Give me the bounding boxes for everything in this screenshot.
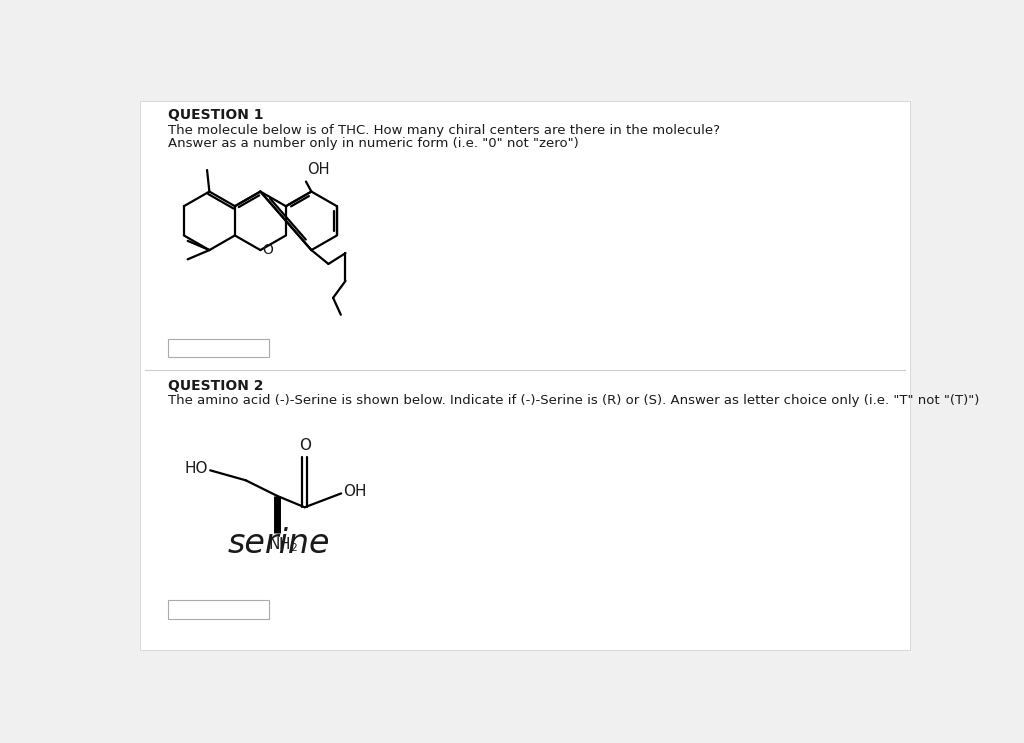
FancyBboxPatch shape — [168, 600, 269, 619]
Text: QUESTION 1: QUESTION 1 — [168, 108, 264, 123]
Text: QUESTION 2: QUESTION 2 — [168, 380, 264, 394]
Text: O: O — [299, 438, 310, 453]
Text: OH: OH — [343, 484, 367, 499]
Text: HO: HO — [184, 461, 208, 476]
FancyBboxPatch shape — [139, 101, 910, 649]
Text: NH$_2$: NH$_2$ — [267, 536, 298, 554]
Text: The molecule below is of THC. How many chiral centers are there in the molecule?: The molecule below is of THC. How many c… — [168, 124, 720, 137]
Text: The amino acid (-)-Serine is shown below. Indicate if (-)-Serine is (R) or (S). : The amino acid (-)-Serine is shown below… — [168, 394, 980, 407]
Text: O: O — [262, 243, 272, 257]
Text: OH: OH — [307, 162, 330, 177]
FancyBboxPatch shape — [168, 339, 269, 357]
Text: Answer as a number only in numeric form (i.e. "0" not "zero"): Answer as a number only in numeric form … — [168, 137, 579, 150]
Text: serine: serine — [227, 527, 330, 559]
